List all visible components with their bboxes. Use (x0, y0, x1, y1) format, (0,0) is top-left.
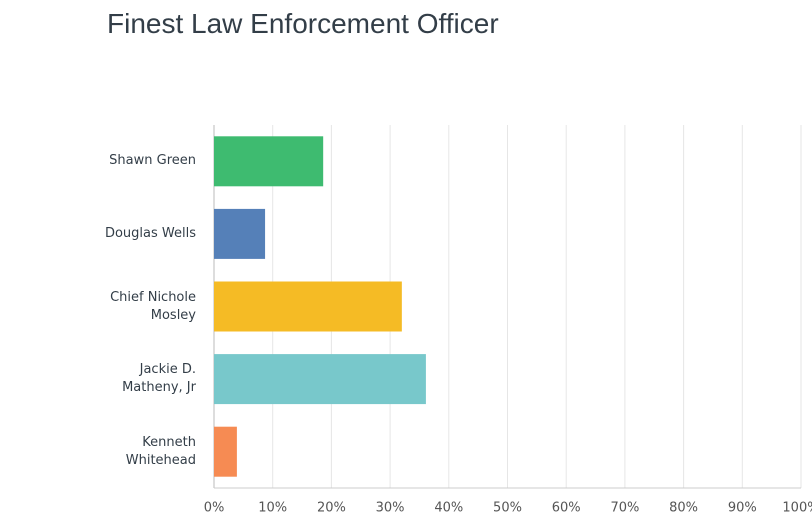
bar (214, 136, 324, 187)
x-tick-label: 90% (728, 501, 757, 516)
y-tick-label: Kenneth Whitehead (125, 434, 196, 468)
x-tick-label: 70% (610, 501, 639, 516)
bar (214, 426, 237, 477)
x-tick-label: 30% (376, 501, 405, 516)
x-tick-label: 50% (493, 501, 522, 516)
bar (214, 208, 266, 259)
x-tick-label: 0% (204, 501, 225, 516)
bar (214, 354, 426, 405)
y-tick-label: Shawn Green (109, 153, 196, 169)
x-tick-label: 80% (669, 501, 698, 516)
y-tick-label: Chief Nichole Mosley (110, 289, 196, 323)
y-tick-label: Douglas Wells (104, 225, 196, 241)
chart-title: Finest Law Enforcement Officer (107, 8, 499, 39)
x-tick-label: 10% (258, 501, 287, 516)
bar (214, 281, 402, 332)
x-tick-label: 40% (434, 501, 463, 516)
x-tick-label: 20% (317, 501, 346, 516)
x-tick-label: 60% (552, 501, 581, 516)
y-tick-label: Jackie D. Matheny, Jr (122, 362, 196, 396)
x-tick-label: 100% (782, 501, 812, 516)
